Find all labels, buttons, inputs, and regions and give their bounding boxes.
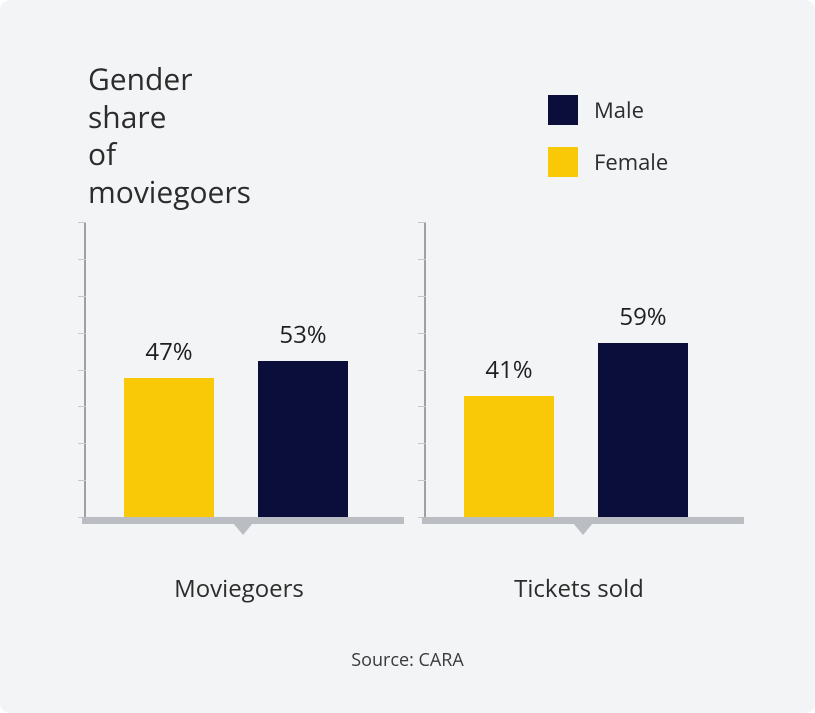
axis-marker-icon bbox=[233, 523, 253, 535]
bar bbox=[258, 361, 348, 517]
axis-marker-icon bbox=[573, 523, 593, 535]
bar bbox=[464, 396, 554, 517]
y-tick bbox=[78, 406, 86, 407]
chart-caption: Tickets sold bbox=[514, 572, 644, 605]
y-tick bbox=[78, 480, 86, 481]
bar-value-label: 53% bbox=[279, 318, 326, 351]
chart-caption: Moviegoers bbox=[174, 572, 304, 605]
legend-label: Female bbox=[594, 147, 668, 177]
y-tick bbox=[78, 222, 86, 223]
y-tick bbox=[418, 296, 426, 297]
y-tick bbox=[418, 406, 426, 407]
x-axis-baseline bbox=[82, 517, 404, 524]
chart-panel: 41%59%Tickets sold bbox=[424, 222, 734, 524]
bar-value-label: 47% bbox=[145, 335, 192, 368]
x-axis-baseline bbox=[422, 517, 744, 524]
bar-value-label: 41% bbox=[485, 353, 532, 386]
y-tick bbox=[78, 259, 86, 260]
legend: Male Female bbox=[548, 95, 668, 177]
charts-container: 47%53%Moviegoers41%59%Tickets sold bbox=[84, 222, 734, 524]
plot-area: 41% 59% bbox=[424, 222, 734, 524]
bar bbox=[598, 343, 688, 517]
y-tick bbox=[78, 443, 86, 444]
y-tick bbox=[78, 296, 86, 297]
chart-panel: 47%53%Moviegoers bbox=[84, 222, 394, 524]
legend-swatch bbox=[548, 95, 578, 125]
y-tick bbox=[78, 370, 86, 371]
legend-label: Male bbox=[594, 95, 644, 125]
plot-area: 47% 53% bbox=[84, 222, 394, 524]
y-tick bbox=[418, 222, 426, 223]
title-line: of moviegoers bbox=[88, 135, 251, 210]
y-tick bbox=[418, 259, 426, 260]
legend-swatch bbox=[548, 147, 578, 177]
y-tick bbox=[418, 443, 426, 444]
bar bbox=[124, 378, 214, 517]
y-tick bbox=[418, 480, 426, 481]
bar-value-label: 59% bbox=[619, 300, 666, 333]
title-line: Gender share bbox=[88, 60, 251, 135]
y-tick bbox=[78, 333, 86, 334]
source-text: Source: CARA bbox=[351, 648, 463, 672]
chart-title: Gender shareof moviegoers bbox=[88, 60, 251, 210]
y-tick bbox=[418, 370, 426, 371]
y-tick bbox=[418, 333, 426, 334]
legend-item: Male bbox=[548, 95, 668, 125]
legend-item: Female bbox=[548, 147, 668, 177]
